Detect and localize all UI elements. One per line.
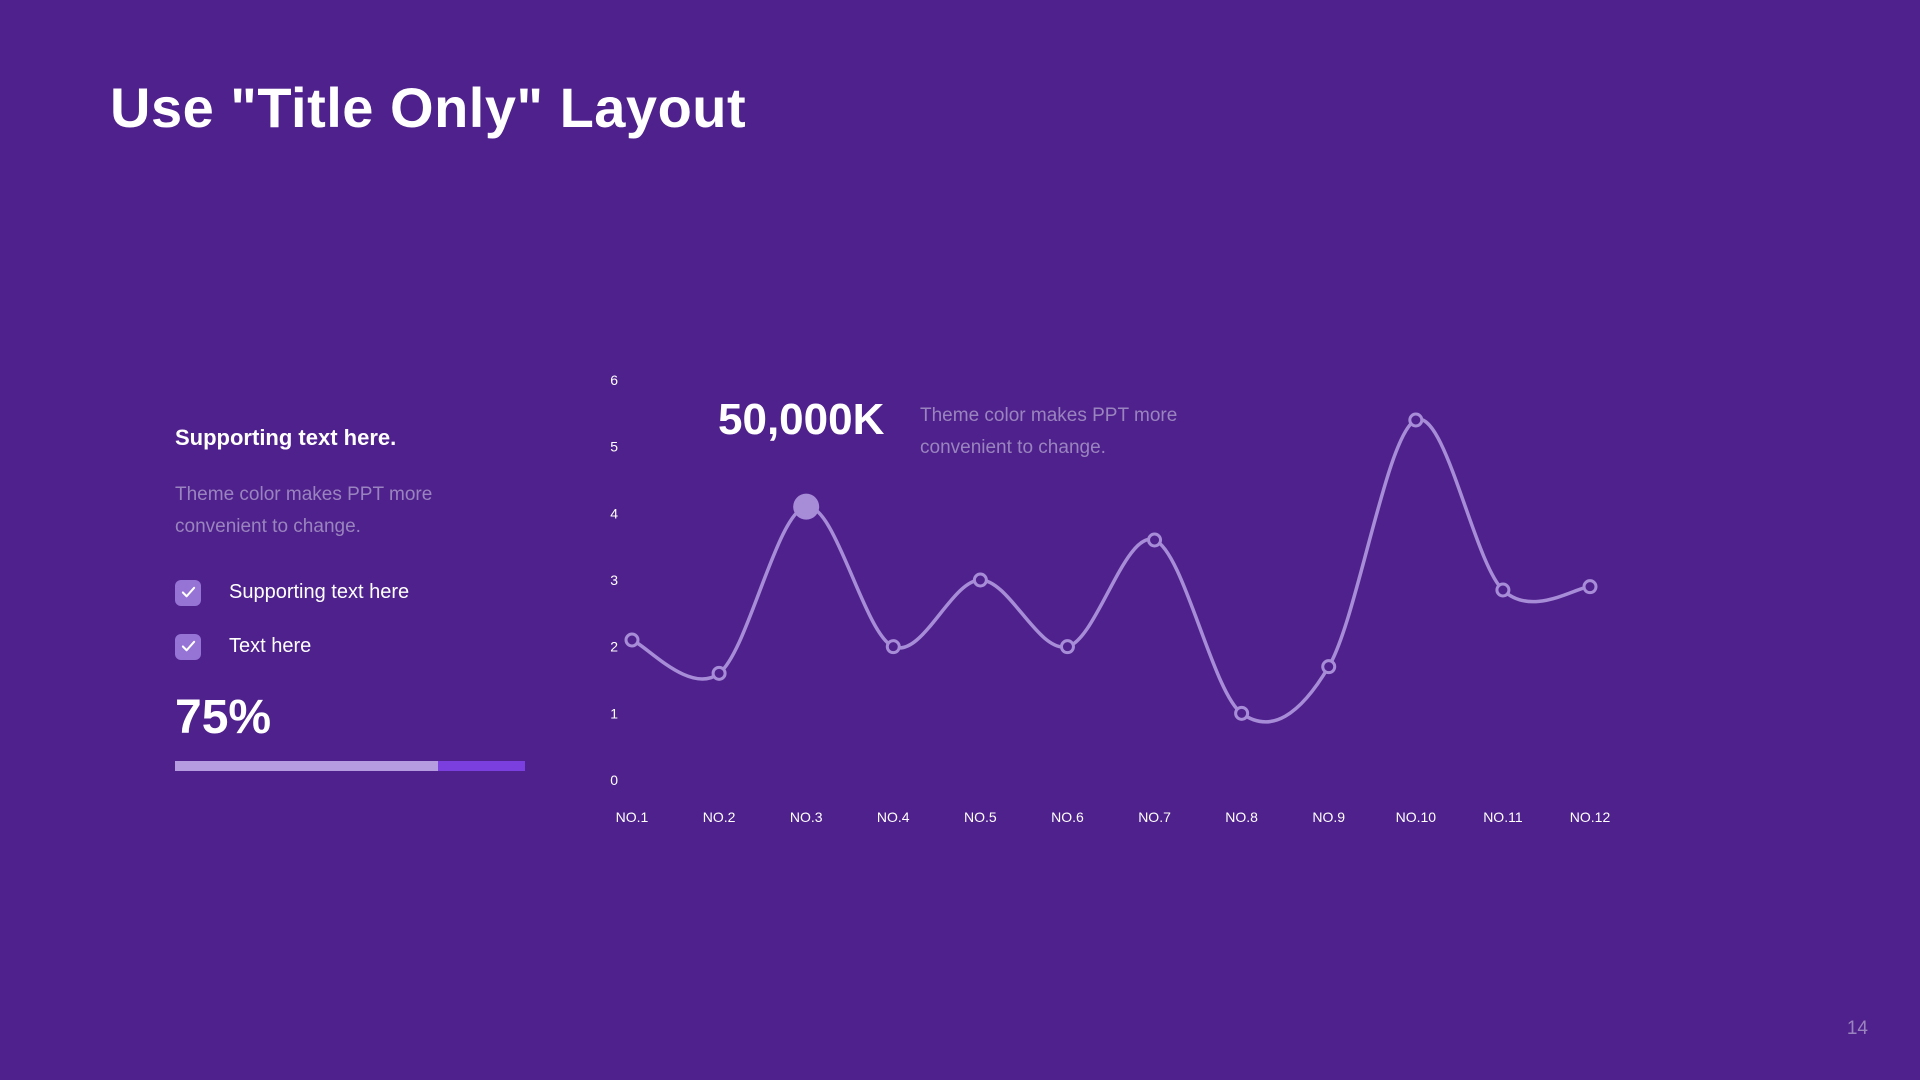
chart-marker <box>1584 581 1596 593</box>
check-list: Supporting text here Text here <box>175 580 535 660</box>
chart-marker <box>887 641 899 653</box>
chart-marker <box>1149 534 1161 546</box>
svg-text:5: 5 <box>610 439 618 455</box>
left-panel: Supporting text here. Theme color makes … <box>175 425 535 771</box>
progress-fill <box>175 761 438 771</box>
check-label: Supporting text here <box>229 581 409 604</box>
slide-root: Use "Title Only" Layout Supporting text … <box>0 0 1920 1080</box>
chart-marker <box>626 634 638 646</box>
percent-value: 75% <box>175 690 535 745</box>
line-chart-svg: 0 1 2 3 4 5 6 NO.1 NO.2 NO.3 NO.4 NO.5 NO.6 NO.7 NO.8 N… <box>600 370 1610 860</box>
svg-text:1: 1 <box>610 705 618 721</box>
svg-text:NO.8: NO.8 <box>1225 809 1258 825</box>
line-chart: 0 1 2 3 4 5 6 NO.1 NO.2 NO.3 NO.4 NO.5 NO.6 NO.7 NO.8 N… <box>600 370 1610 860</box>
chart-marker <box>713 667 725 679</box>
chart-marker <box>1410 414 1422 426</box>
chart-marker <box>1061 641 1073 653</box>
svg-text:2: 2 <box>610 639 618 655</box>
svg-text:4: 4 <box>610 505 618 521</box>
svg-text:NO.9: NO.9 <box>1312 809 1345 825</box>
svg-text:NO.12: NO.12 <box>1570 809 1610 825</box>
chart-marker <box>1323 661 1335 673</box>
svg-text:NO.7: NO.7 <box>1138 809 1171 825</box>
svg-text:0: 0 <box>610 772 618 788</box>
progress-rest <box>438 761 526 771</box>
check-item: Supporting text here <box>175 580 535 606</box>
chart-marker <box>1236 707 1248 719</box>
svg-text:NO.11: NO.11 <box>1483 809 1523 825</box>
checkbox-icon <box>175 634 201 660</box>
checkbox-icon <box>175 580 201 606</box>
supporting-subtext: Theme color makes PPT more convenient to… <box>175 479 525 544</box>
chart-marker <box>1497 584 1509 596</box>
chart-marker-highlight <box>793 494 819 520</box>
page-number: 14 <box>1847 1018 1868 1040</box>
chart-marker <box>974 574 986 586</box>
svg-text:NO.10: NO.10 <box>1396 809 1437 825</box>
progress-bar <box>175 761 525 771</box>
check-item: Text here <box>175 634 535 660</box>
svg-text:NO.2: NO.2 <box>703 809 736 825</box>
svg-text:NO.3: NO.3 <box>790 809 823 825</box>
svg-text:6: 6 <box>610 372 618 388</box>
slide-title: Use "Title Only" Layout <box>110 75 746 140</box>
svg-text:NO.1: NO.1 <box>616 809 649 825</box>
svg-text:NO.6: NO.6 <box>1051 809 1084 825</box>
svg-text:NO.4: NO.4 <box>877 809 910 825</box>
supporting-heading: Supporting text here. <box>175 425 535 451</box>
svg-text:3: 3 <box>610 572 618 588</box>
svg-text:NO.5: NO.5 <box>964 809 997 825</box>
check-label: Text here <box>229 635 311 658</box>
